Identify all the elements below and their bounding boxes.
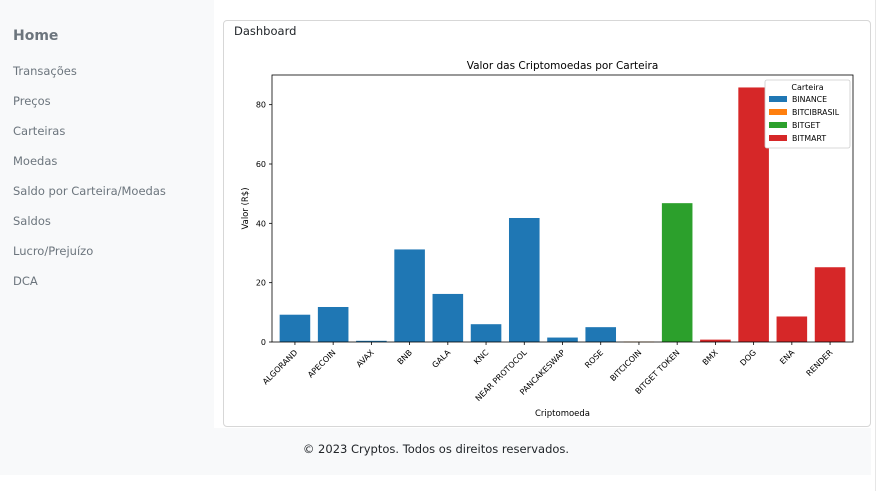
legend-label: BITGET: [792, 121, 820, 130]
bar-near-protocol: [508, 217, 540, 342]
legend-label: BINANCE: [792, 95, 827, 104]
chart-title: Valor das Criptomoedas por Carteira: [467, 60, 659, 72]
y-tick-label: 0: [261, 338, 266, 347]
footer: [0, 428, 871, 475]
sidebar-item-moedas[interactable]: Moedas: [13, 154, 58, 168]
x-tick-label: AVAX: [355, 348, 376, 369]
legend-label: BITMART: [792, 134, 826, 143]
x-tick-label: KNC: [472, 348, 491, 367]
x-tick-label: GALA: [430, 348, 452, 370]
bar-bitget-token: [661, 203, 693, 342]
bar-gala: [432, 293, 464, 342]
x-tick-label: RENDER: [805, 348, 835, 378]
y-axis-label: Valor (R$): [241, 187, 251, 229]
x-tick-label: BNB: [396, 348, 414, 366]
sidebar-menu: Transações Preços Carteiras Moedas Saldo…: [13, 63, 166, 303]
card-title: Dashboard: [234, 24, 297, 38]
sidebar-item-dca[interactable]: DCA: [13, 274, 38, 288]
x-tick-label: ALGORAND: [261, 348, 299, 386]
legend-swatch: [769, 122, 787, 128]
bar-ena: [776, 316, 808, 342]
x-tick-label: ENA: [778, 348, 796, 366]
sidebar-item-carteiras[interactable]: Carteiras: [13, 124, 66, 138]
bar-avax: [356, 340, 387, 342]
dashboard-card: Dashboard Valor das Criptomoedas por Car…: [223, 20, 871, 427]
bar-knc: [470, 324, 502, 342]
bar-algorand: [279, 314, 311, 342]
y-tick-label: 80: [256, 101, 266, 110]
bar-rose: [585, 327, 617, 342]
legend-title: Carteira: [791, 83, 823, 92]
x-tick-label: BMX: [701, 348, 720, 367]
sidebar-item-transacoes[interactable]: Transações: [13, 64, 77, 78]
x-axis-label: Criptomoeda: [535, 409, 590, 419]
x-tick-label: BITCICOIN: [608, 348, 643, 383]
home-link[interactable]: Home: [13, 28, 59, 44]
legend-label: BITCIBRASIL: [792, 108, 840, 117]
x-tick-label: ROSE: [583, 348, 605, 370]
legend-swatch: [769, 109, 787, 115]
sidebar-item-precos[interactable]: Preços: [13, 94, 51, 108]
sidebar: Home Transações Preços Carteiras Moedas …: [0, 0, 214, 428]
sidebar-item-saldos[interactable]: Saldos: [13, 214, 51, 228]
x-tick-label: DOG: [738, 348, 758, 368]
bar-pancakeswap: [547, 337, 578, 342]
bar-apecoin: [317, 306, 349, 342]
sidebar-item-lucro-prejuizo[interactable]: Lucro/Prejuízo: [13, 244, 94, 258]
x-tick-label: APECOIN: [306, 348, 338, 380]
y-tick-label: 20: [256, 279, 266, 288]
plot-frame: [271, 74, 854, 343]
window-edge: [875, 0, 882, 491]
bar-render: [814, 267, 846, 342]
sidebar-item-saldo-por-carteira-moedas[interactable]: Saldo por Carteira/Moedas: [13, 184, 166, 198]
footer-text: © 2023 Cryptos. Todos os direitos reserv…: [302, 442, 570, 456]
bar-bnb: [394, 249, 425, 342]
y-tick-label: 60: [256, 160, 266, 169]
bar-bmx: [700, 339, 731, 342]
y-tick-label: 40: [256, 219, 266, 228]
legend-swatch: [769, 96, 787, 102]
legend-swatch: [769, 135, 787, 141]
crypto-value-chart: Valor das Criptomoedas por Carteira ALGOR…: [241, 60, 854, 419]
bar-dog: [738, 87, 769, 343]
